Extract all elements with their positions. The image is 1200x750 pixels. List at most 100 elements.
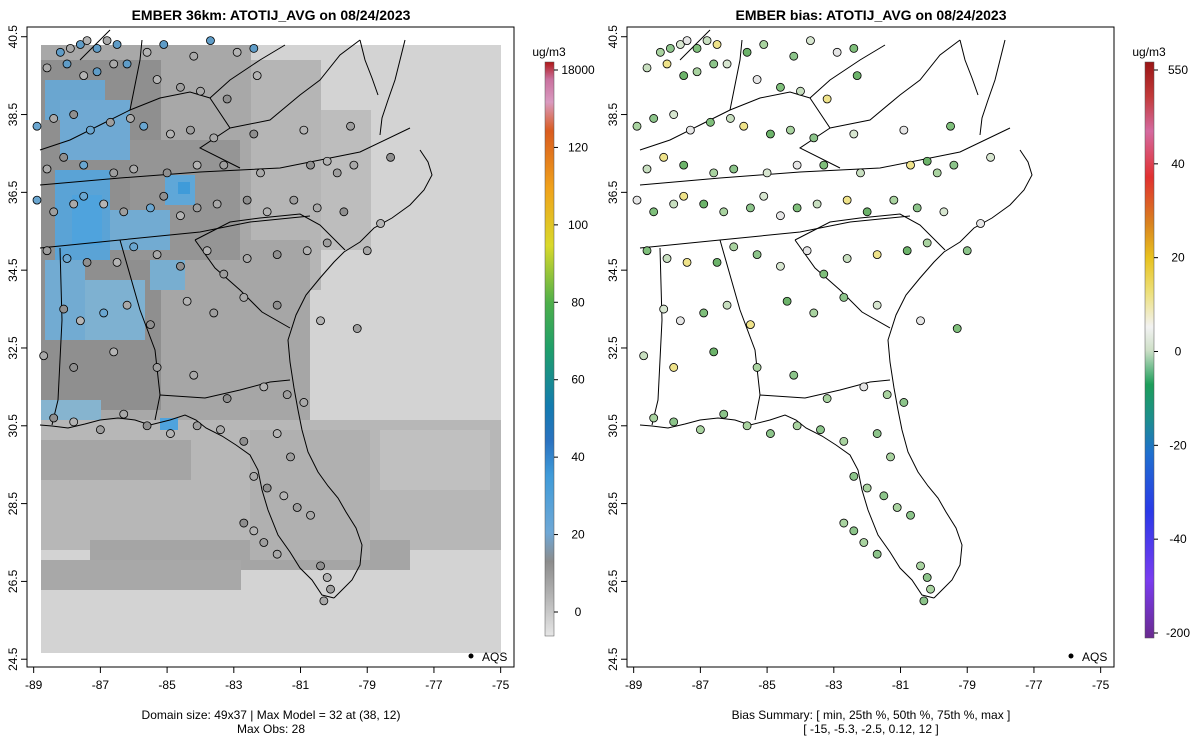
station-marker <box>682 36 692 46</box>
station-marker <box>176 211 185 221</box>
station-marker <box>685 125 695 135</box>
station-marker <box>762 168 772 178</box>
station-marker <box>272 250 282 259</box>
station-marker <box>722 300 732 310</box>
x-tick-label: -77 <box>425 678 443 692</box>
station-marker <box>59 152 69 162</box>
station-marker <box>719 409 729 419</box>
station-marker <box>789 51 799 61</box>
station-marker <box>109 59 119 69</box>
station-marker <box>649 114 659 123</box>
station-marker <box>219 269 229 279</box>
station-marker <box>99 199 109 209</box>
x-tick-label: -89 <box>25 678 43 692</box>
station-marker <box>842 195 852 205</box>
station-marker <box>322 156 332 166</box>
station-marker <box>786 125 795 135</box>
station-marker <box>729 242 739 252</box>
station-marker <box>796 86 805 96</box>
station-marker <box>712 257 722 267</box>
x-tick-label: -79 <box>959 678 977 692</box>
coastline <box>959 39 1006 136</box>
station-marker <box>259 382 269 392</box>
station-marker <box>889 195 899 205</box>
station-marker <box>79 191 89 201</box>
state-boundary <box>51 239 161 426</box>
station-marker <box>216 425 225 435</box>
station-marker <box>239 292 249 302</box>
station-marker <box>872 429 882 438</box>
station-marker <box>899 398 909 407</box>
station-marker <box>806 36 815 46</box>
station-marker <box>932 168 942 178</box>
station-marker <box>649 207 659 217</box>
station-marker <box>316 316 325 326</box>
station-marker <box>129 164 139 174</box>
y-tick-label: 40.5 <box>6 25 20 49</box>
station-marker <box>212 199 222 209</box>
station-marker <box>792 203 802 213</box>
station-marker <box>69 110 79 119</box>
station-marker <box>759 40 769 49</box>
station-marker <box>279 491 289 501</box>
station-marker <box>92 43 102 53</box>
station-marker <box>859 538 869 547</box>
station-marker <box>102 36 112 46</box>
station-marker <box>789 370 799 380</box>
state-boundary <box>39 215 311 249</box>
station-marker <box>849 526 859 536</box>
station-marker <box>699 308 709 318</box>
station-marker <box>662 254 672 263</box>
station-marker <box>222 394 232 403</box>
station-marker <box>39 351 49 361</box>
x-tick-label: -83 <box>825 678 843 692</box>
map-title: EMBER bias: ATOTIJ_AVG on 08/24/2023 <box>735 7 1006 23</box>
y-tick-label: 40.5 <box>606 25 620 49</box>
colorbar-label: 40 <box>1171 157 1185 171</box>
station-marker <box>742 47 752 57</box>
y-tick-label: 34.5 <box>606 258 620 282</box>
station-marker <box>322 238 332 248</box>
station-marker <box>192 203 202 213</box>
station-marker <box>916 561 925 571</box>
station-marker <box>119 207 129 217</box>
station-marker <box>249 43 259 53</box>
y-tick-label: 28.5 <box>6 492 20 516</box>
station-marker <box>632 195 642 205</box>
state-boundary <box>639 127 1011 186</box>
station-marker <box>272 549 282 559</box>
station-marker <box>962 246 972 256</box>
state-boundary <box>799 39 961 169</box>
station-marker <box>776 82 785 92</box>
station-marker <box>302 246 312 256</box>
colorbar-label: 0 <box>575 605 582 619</box>
y-axis: 24.5 26.5 28.5 30.5 32.5 34.5 36.5 38.5 40.5 <box>606 25 627 671</box>
station-marker <box>669 363 679 372</box>
station-marker <box>49 413 59 423</box>
plot-frame <box>26 26 515 668</box>
x-tick-label: -87 <box>692 678 710 692</box>
station-marker <box>849 129 859 139</box>
x-tick-label: -77 <box>1025 678 1043 692</box>
station-dot <box>1068 653 1074 659</box>
station-marker <box>872 549 882 559</box>
station-marker <box>69 417 79 427</box>
station-marker <box>669 417 679 427</box>
station-marker <box>362 246 372 256</box>
y-tick-label: 38.5 <box>606 103 620 127</box>
station-marker <box>196 86 205 96</box>
station-marker <box>922 156 932 166</box>
state-boundary <box>651 239 761 426</box>
station-marker <box>142 421 152 431</box>
x-tick-label: -81 <box>292 678 310 692</box>
concentration-map-panel: EMBER 36km: ATOTIJ_AVG on 08/24/2023 <box>6 7 595 736</box>
station-marker <box>242 254 252 263</box>
station-marker <box>642 63 652 73</box>
station-marker <box>919 596 929 606</box>
colorbar-label: 0 <box>1175 345 1182 359</box>
station-marker <box>839 292 849 302</box>
state-boundary <box>639 39 886 151</box>
station-marker <box>219 160 229 170</box>
colorbar-units: ug/m3 <box>532 45 566 59</box>
